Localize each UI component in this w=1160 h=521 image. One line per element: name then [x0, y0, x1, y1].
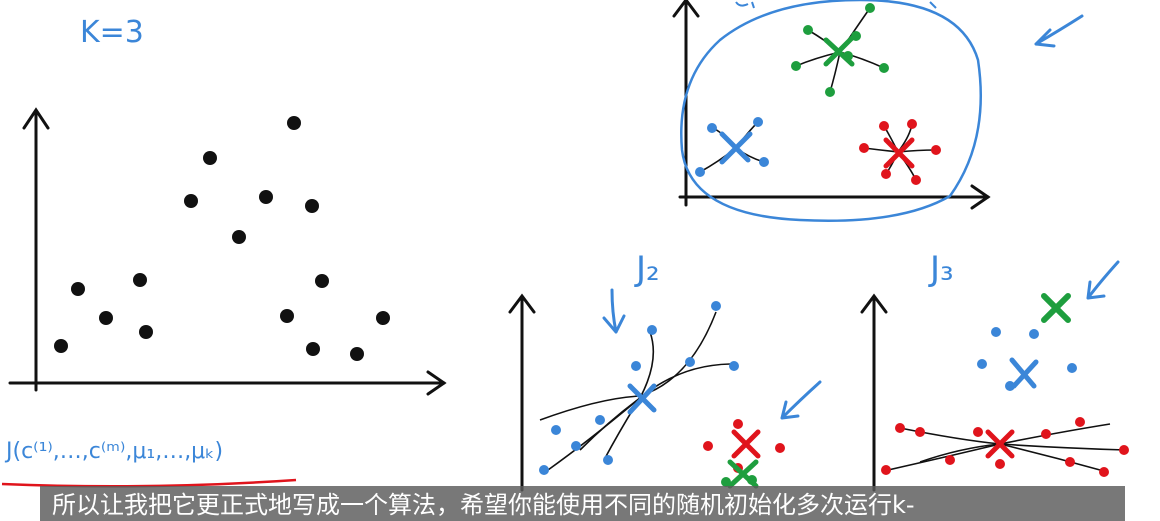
j2-right-arrow-icon [780, 380, 822, 420]
j1-loop [680, 0, 983, 222]
j2-plot-axes [508, 293, 536, 492]
j3-blue-cluster [977, 327, 1077, 391]
top-plot-axes [672, 0, 991, 210]
subtitle-bar: 所以让我把它更正式地写成一个算法，希望你能使用不同的随机初始化多次运行k- [40, 486, 1125, 521]
j2-red-green-cluster [703, 419, 785, 489]
cost-function-label: J(c⁽¹⁾,…,c⁽ᵐ⁾,μ₁,…,μₖ) [4, 439, 223, 464]
left-plot-points [54, 116, 390, 361]
j2-blue-cluster [539, 301, 739, 475]
j3-green-cross-icon [1041, 293, 1071, 323]
left-plot-axes [8, 107, 447, 396]
subtitle-text: 所以让我把它更正式地写成一个算法，希望你能使用不同的随机初始化多次运行k- [52, 491, 915, 519]
green-cross-icon [823, 35, 855, 67]
j3-red-cluster [881, 417, 1129, 477]
k-label: K=3 [80, 15, 144, 50]
j3-blue-cross-icon [1009, 357, 1039, 389]
j2-blue-arrow-icon [602, 288, 626, 334]
j2-red-cross-icon [731, 429, 761, 459]
red-cross-icon [883, 137, 915, 169]
j2-label: J₂ [634, 249, 660, 289]
j3-plot-axes [860, 293, 888, 492]
j1-label-fragment [735, 1, 755, 9]
j1-red-cluster [859, 119, 941, 185]
j3-label: J₃ [928, 249, 954, 289]
j1-blue-cluster [695, 117, 769, 177]
j1-green-cluster [791, 3, 889, 97]
j3-red-cross-icon [985, 429, 1015, 459]
j3-blue-arrow-icon [1086, 260, 1120, 300]
blue-cross-icon [719, 131, 753, 165]
j2-blue-cross-icon [627, 383, 657, 415]
top-blue-arrow-icon [1034, 14, 1084, 48]
top-mark-fragment [929, 1, 937, 9]
